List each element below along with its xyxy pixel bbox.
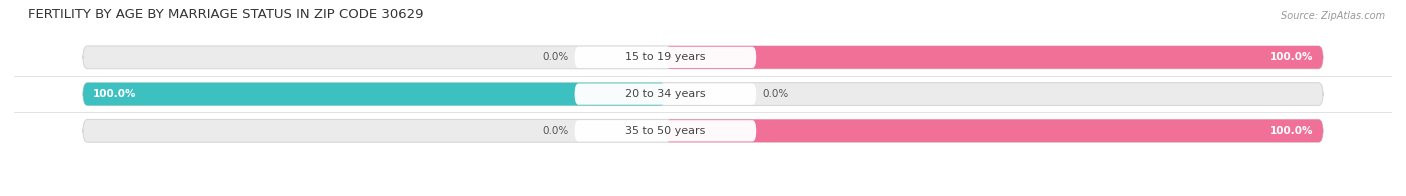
Text: 100.0%: 100.0% (1270, 52, 1313, 62)
Text: 0.0%: 0.0% (543, 126, 568, 136)
FancyBboxPatch shape (83, 83, 665, 105)
Text: 100.0%: 100.0% (93, 89, 136, 99)
Text: 0.0%: 0.0% (762, 89, 789, 99)
Text: 100.0%: 100.0% (1270, 126, 1313, 136)
FancyBboxPatch shape (83, 46, 1323, 69)
FancyBboxPatch shape (665, 46, 1323, 69)
FancyBboxPatch shape (83, 83, 1323, 105)
FancyBboxPatch shape (575, 83, 756, 105)
Text: FERTILITY BY AGE BY MARRIAGE STATUS IN ZIP CODE 30629: FERTILITY BY AGE BY MARRIAGE STATUS IN Z… (28, 8, 423, 21)
Text: 0.0%: 0.0% (543, 52, 568, 62)
Text: Source: ZipAtlas.com: Source: ZipAtlas.com (1281, 11, 1385, 21)
FancyBboxPatch shape (665, 119, 1323, 142)
Text: 35 to 50 years: 35 to 50 years (626, 126, 706, 136)
FancyBboxPatch shape (83, 119, 1323, 142)
Text: 15 to 19 years: 15 to 19 years (626, 52, 706, 62)
FancyBboxPatch shape (575, 47, 756, 68)
FancyBboxPatch shape (575, 120, 756, 142)
Text: 20 to 34 years: 20 to 34 years (626, 89, 706, 99)
